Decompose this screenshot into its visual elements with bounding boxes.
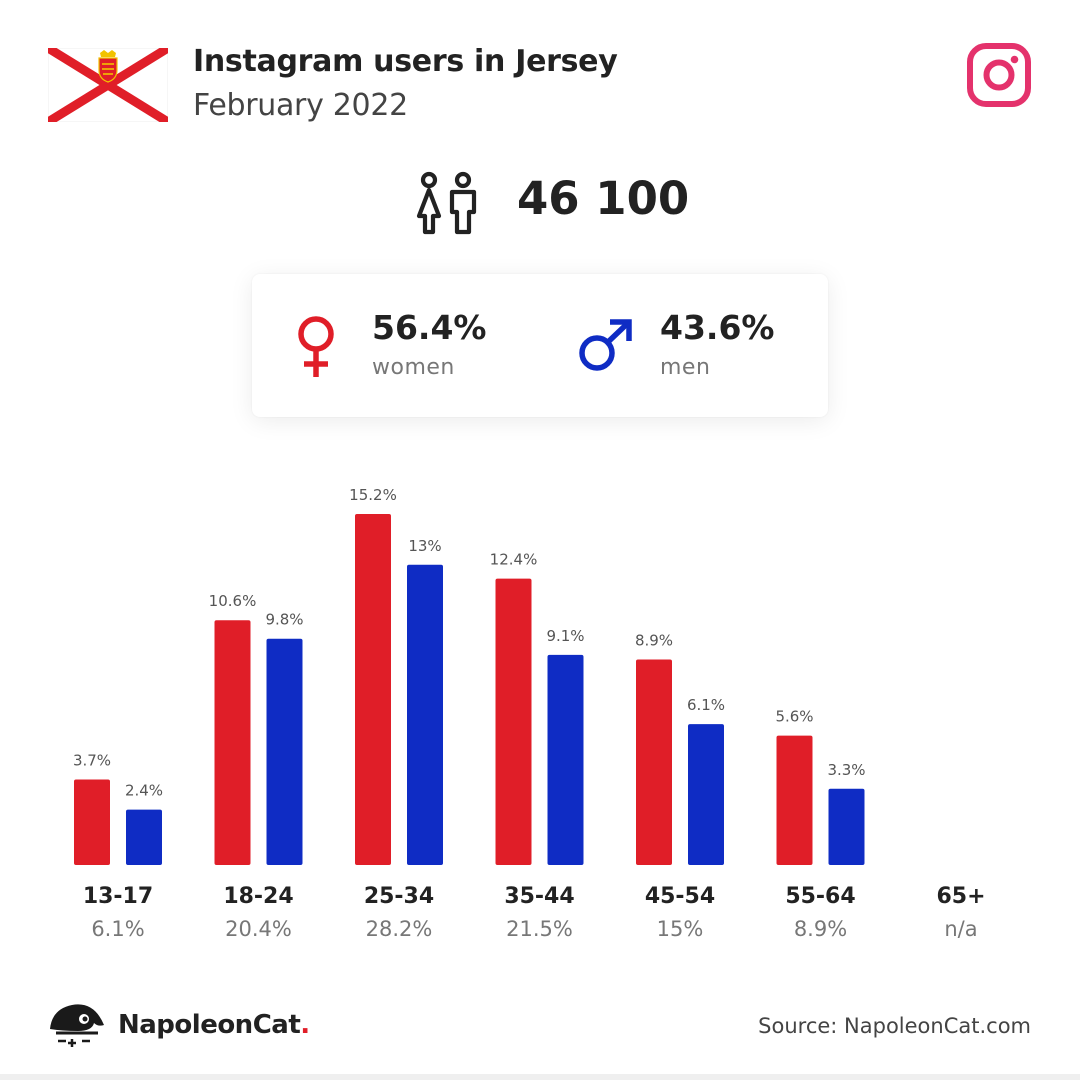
jersey-flag-icon (48, 48, 168, 122)
age-group-label: 65+ (936, 884, 986, 909)
age-group-total: 15% (656, 917, 704, 941)
bar-label-women-25-34: 15.2% (349, 486, 397, 504)
bar-label-women-35-44: 12.4% (490, 551, 538, 569)
bar-men-25-34 (407, 564, 443, 865)
bars-svg: 3.7% 2.4% 10.6% 9.8% 15.2% 13% 12.4% 9.1% 8.9% 6.… (73, 486, 866, 865)
bar-label-men-35-44: 9.1% (546, 627, 584, 645)
bar-men-45-54 (688, 724, 724, 865)
age-group-total: 28.2% (365, 917, 433, 941)
age-group-total: n/a (944, 917, 978, 941)
age-group-label: 35-44 (504, 884, 575, 909)
page-title: Instagram users in Jersey (193, 44, 618, 79)
bar-label-men-55-64: 3.3% (827, 761, 865, 779)
bar-men-18-24 (266, 638, 303, 865)
age-group-total: 20.4% (225, 917, 292, 941)
users-icon (416, 171, 477, 235)
page-subtitle: February 2022 (193, 88, 408, 123)
female-icon (298, 316, 334, 377)
bar-women-18-24 (214, 620, 251, 865)
napoleoncat-logo-icon (50, 1004, 104, 1047)
men-percentage: 43.6% (660, 308, 775, 347)
bar-men-35-44 (547, 654, 584, 865)
age-group-label: 45-54 (644, 884, 716, 909)
age-gender-chart: 3.7% 2.4% 10.6% 9.8% 15.2% 13% 12.4% 9.1% 8.9% 6.… (0, 470, 1080, 950)
bar-men-55-64 (828, 788, 865, 865)
brand-name: NapoleonCat. (118, 1010, 310, 1040)
bar-men-13-17 (126, 809, 162, 865)
instagram-icon (967, 43, 1031, 107)
bar-women-13-17 (74, 779, 110, 865)
bar-label-men-25-34: 13% (408, 537, 441, 555)
bar-women-55-64 (776, 735, 813, 865)
women-percentage: 56.4% (372, 308, 487, 347)
age-group-total: 8.9% (793, 917, 848, 941)
bar-label-women-55-64: 5.6% (775, 708, 813, 726)
source-text: Source: NapoleonCat.com (758, 1014, 1031, 1038)
bar-label-men-18-24: 9.8% (265, 611, 303, 629)
bar-label-women-13-17: 3.7% (73, 752, 111, 770)
bar-women-45-54 (636, 659, 672, 865)
age-group-label: 18-24 (223, 884, 294, 909)
age-group-label: 13-17 (82, 884, 154, 909)
women-label: women (372, 355, 455, 380)
age-group-total: 21.5% (506, 917, 573, 941)
bar-women-25-34 (355, 514, 391, 865)
bottom-strip (0, 1074, 1080, 1080)
bar-label-women-18-24: 10.6% (209, 592, 257, 610)
total-users-value: 46 100 (517, 172, 690, 225)
bar-women-35-44 (495, 578, 532, 865)
gender-split-card: 56.4% women 43.6% men (252, 274, 828, 417)
bar-label-men-13-17: 2.4% (125, 782, 163, 800)
age-group-label: 25-34 (363, 884, 435, 909)
age-group-label: 55-64 (785, 884, 856, 909)
male-icon (579, 319, 632, 371)
napoleoncat-brand: NapoleonCat. (48, 1001, 310, 1049)
bar-label-women-45-54: 8.9% (635, 631, 673, 649)
men-label: men (660, 355, 711, 380)
bar-label-men-45-54: 6.1% (687, 696, 725, 714)
age-group-total: 6.1% (91, 917, 145, 941)
